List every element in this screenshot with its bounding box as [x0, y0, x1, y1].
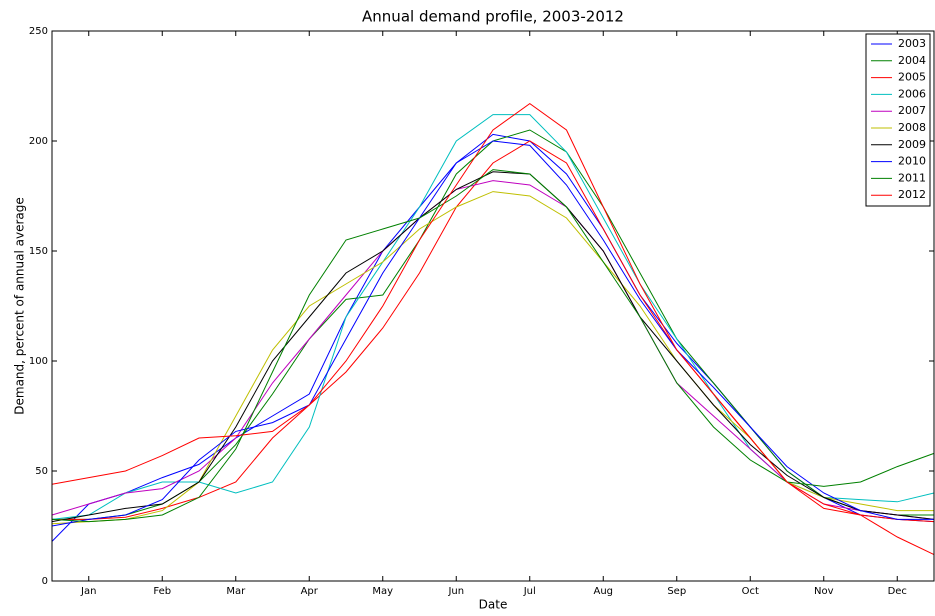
legend-label: 2008	[898, 121, 926, 134]
series-line	[51, 140, 934, 527]
series-line	[51, 133, 935, 542]
x-tick-label: Aug	[593, 586, 613, 597]
y-tick-label: 0	[42, 576, 48, 587]
y-axis-label: Demand, percent of annual average	[13, 197, 27, 414]
x-tick-label: Jun	[447, 586, 464, 597]
x-tick-label: Mar	[226, 586, 246, 597]
legend-label: 2011	[898, 171, 926, 184]
legend-label: 2003	[898, 37, 926, 50]
series-line	[51, 102, 935, 556]
series-line	[52, 140, 935, 523]
legend-label: 2009	[898, 138, 926, 151]
y-tick-label: 200	[29, 136, 48, 147]
x-tick-label: Sep	[667, 586, 686, 597]
y-tick-label: 250	[29, 26, 48, 37]
series-line	[51, 180, 935, 520]
series-line	[52, 129, 934, 520]
x-tick-label: Jan	[80, 586, 96, 597]
series-line	[51, 114, 935, 520]
plot-frame	[51, 30, 935, 582]
legend-box	[865, 33, 931, 207]
y-tick-label: 150	[29, 246, 48, 257]
x-tick-label: Nov	[814, 586, 834, 597]
x-tick-label: Jul	[523, 586, 536, 597]
series-line	[51, 191, 934, 525]
x-tick-label: Oct	[742, 586, 759, 597]
x-tick-label: May	[372, 586, 393, 597]
legend: 2003 2004 2005 2006 2007 2008 2009 2010 2011 2012	[865, 33, 931, 207]
x-tick-label: Apr	[301, 586, 319, 597]
series-line	[51, 169, 935, 523]
series-line	[51, 171, 935, 523]
legend-label: 2007	[898, 104, 926, 117]
legend-label: 2012	[898, 188, 926, 201]
legend-label: 2006	[898, 87, 926, 100]
y-tick-label: 50	[35, 466, 48, 477]
x-tick-label: Feb	[153, 586, 171, 597]
x-tick-label: Dec	[888, 586, 907, 597]
legend-label: 2005	[898, 71, 926, 84]
y-tick-label: 100	[29, 356, 48, 367]
legend-label: 2004	[898, 54, 926, 67]
chart-title: Annual demand profile, 2003-2012	[362, 8, 624, 26]
x-axis-label: Date	[479, 598, 508, 612]
legend-label: 2010	[898, 155, 926, 168]
